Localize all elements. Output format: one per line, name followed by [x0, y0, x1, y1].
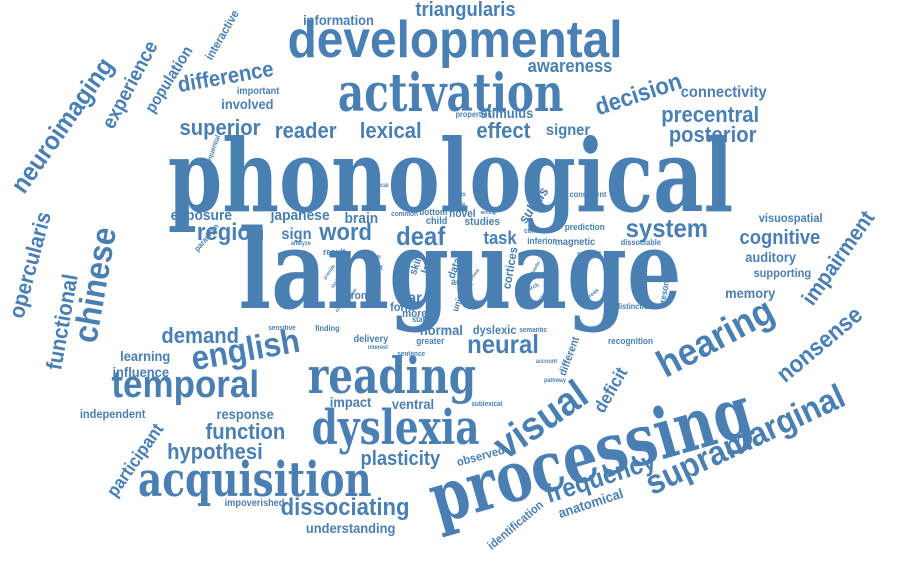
cloud-word-studies: studies	[464, 215, 500, 228]
cloud-word-input: input	[366, 264, 382, 272]
cloud-word-signer: signer	[545, 122, 591, 139]
cloud-word-distinction: distinction	[615, 302, 653, 311]
cloud-word-temporal: temporal	[111, 364, 260, 406]
cloud-word-greater: greater	[415, 335, 444, 346]
cloud-word-information: information	[302, 12, 374, 28]
cloud-word-cognitive: cognitive	[739, 227, 821, 249]
cloud-word-birth: birth	[368, 255, 381, 261]
cloud-word-sublexical: sublexical	[471, 400, 503, 408]
cloud-word-function: function	[204, 419, 285, 444]
cloud-word-interactive: interactive	[202, 7, 242, 63]
cloud-word-deaf: deaf	[395, 221, 445, 251]
cloud-word-hypothesi: hypothesi	[167, 439, 263, 464]
cloud-word-region: region	[196, 219, 264, 246]
cloud-word-reader: reader	[274, 118, 337, 143]
cloud-word-dissociable: dissociable	[620, 238, 661, 247]
cloud-word-child: child	[425, 216, 447, 227]
cloud-word-result: result	[322, 246, 346, 257]
cloud-word-neuroimaging: neuroimaging	[4, 51, 120, 199]
cloud-word-acquisition: acquisition	[137, 452, 372, 508]
cloud-word-sensitive: sensitive	[268, 324, 296, 332]
cloud-word-sign: sign	[280, 226, 312, 243]
cloud-word-language: language	[238, 205, 682, 334]
cloud-word-novel: novel	[448, 207, 476, 220]
cloud-word-delivery: delivery	[353, 334, 389, 345]
cloud-word-system: system	[625, 213, 709, 243]
cloud-word-demand: demand	[161, 323, 239, 348]
cloud-word-different: different	[556, 334, 583, 377]
cloud-word-visuospatial: visuospatial	[758, 211, 823, 225]
cloud-word-consistent: consistent	[569, 190, 607, 199]
cloud-word-influence: influence	[111, 364, 169, 380]
cloud-word-word: word	[318, 219, 372, 246]
cloud-word-developmental: developmental	[287, 11, 623, 69]
cloud-word-inferior: inferior	[526, 235, 556, 246]
cloud-word-form: form	[389, 300, 415, 314]
cloud-word-exposure: exposure	[170, 206, 232, 224]
cloud-word-semantic: semantic	[519, 326, 548, 334]
cloud-word-finding: finding	[314, 324, 340, 333]
cloud-word-superior: superior	[179, 115, 261, 140]
cloud-word-auditory: auditory	[744, 249, 796, 265]
cloud-word-status: status	[411, 315, 434, 324]
cloud-word-bottom: bottom	[418, 206, 447, 217]
cloud-word-response: response	[216, 406, 274, 422]
cloud-word-connectivity: connectivity	[680, 84, 767, 101]
cloud-word-precentral: precentral	[661, 102, 760, 127]
cloud-word-japanese: japanese	[270, 206, 330, 224]
cloud-word-cortical: cortical	[368, 183, 388, 189]
cloud-word-par: par	[398, 290, 422, 307]
cloud-word-learning: learning	[120, 348, 171, 364]
cloud-word-common: common	[390, 210, 418, 218]
cloud-word-dissociating: dissociating	[280, 494, 410, 521]
cloud-word-opercularis: opercularis	[3, 208, 56, 321]
cloud-word-more: more	[401, 307, 427, 320]
cloud-word-magnetic: magnetic	[554, 237, 596, 248]
cloud-word-plasticity: plasticity	[359, 448, 440, 470]
cloud-word-sentence: sentence	[397, 350, 426, 358]
cloud-word-neural: neural	[467, 329, 539, 359]
cloud-word-pathway: pathway	[543, 378, 567, 384]
cloud-word-analyze: analyze	[290, 241, 311, 247]
cloud-word-normal: normal	[419, 322, 463, 338]
cloud-word-prediction: prediction	[564, 221, 605, 232]
cloud-word-support: support	[577, 250, 602, 258]
cloud-word-phonological: phonological	[167, 117, 733, 235]
cloud-word-account: account	[535, 359, 557, 365]
cloud-word-properties: properties	[455, 110, 492, 119]
cloud-word-dyslexic: dyslexic	[472, 323, 516, 337]
cloud-word-activation: activation	[337, 63, 563, 124]
cloud-word-stimulus: stimulus	[480, 105, 534, 121]
cloud-word-reading: reading	[307, 346, 477, 405]
cloud-word-involved: involved	[220, 96, 274, 112]
cloud-word-awareness: awareness	[527, 56, 613, 76]
cloud-word-memory: memory	[725, 285, 776, 301]
cloud-word-basis: basis	[451, 192, 466, 198]
cloud-word-posterior: posterior	[668, 122, 757, 147]
cloud-word-impoverished: impoverished	[224, 498, 284, 509]
cloud-word-important: important	[236, 86, 280, 97]
cloud-word-interest: interest	[367, 345, 388, 351]
cloud-word-brain: brain	[343, 209, 378, 227]
cloud-word-mode: mode	[450, 202, 466, 208]
cloud-word-supporting: supporting	[753, 266, 811, 280]
cloud-word-triangularis: triangularis	[414, 0, 516, 21]
cloud-word-effect: effect	[475, 118, 530, 143]
cloud-word-contrast: contrast	[524, 227, 550, 235]
cloud-word-writing: writing	[480, 209, 496, 216]
cloud-word-dyslexia: dyslexia	[311, 400, 480, 456]
cloud-word-frontal: frontal	[347, 289, 379, 302]
cloud-word-task: task	[483, 228, 517, 248]
cloud-word-recognition: recognition	[607, 335, 653, 346]
cloud-word-nonsense: nonsense	[771, 301, 868, 389]
cloud-word-independent: independent	[79, 407, 145, 421]
cloud-word-adult: adult	[450, 277, 473, 288]
cloud-word-ventral: ventral	[391, 396, 435, 412]
cloud-word-lexical: lexical	[359, 118, 422, 143]
cloud-word-impact: impact	[329, 394, 371, 410]
cloud-word-understanding: understanding	[305, 520, 395, 536]
